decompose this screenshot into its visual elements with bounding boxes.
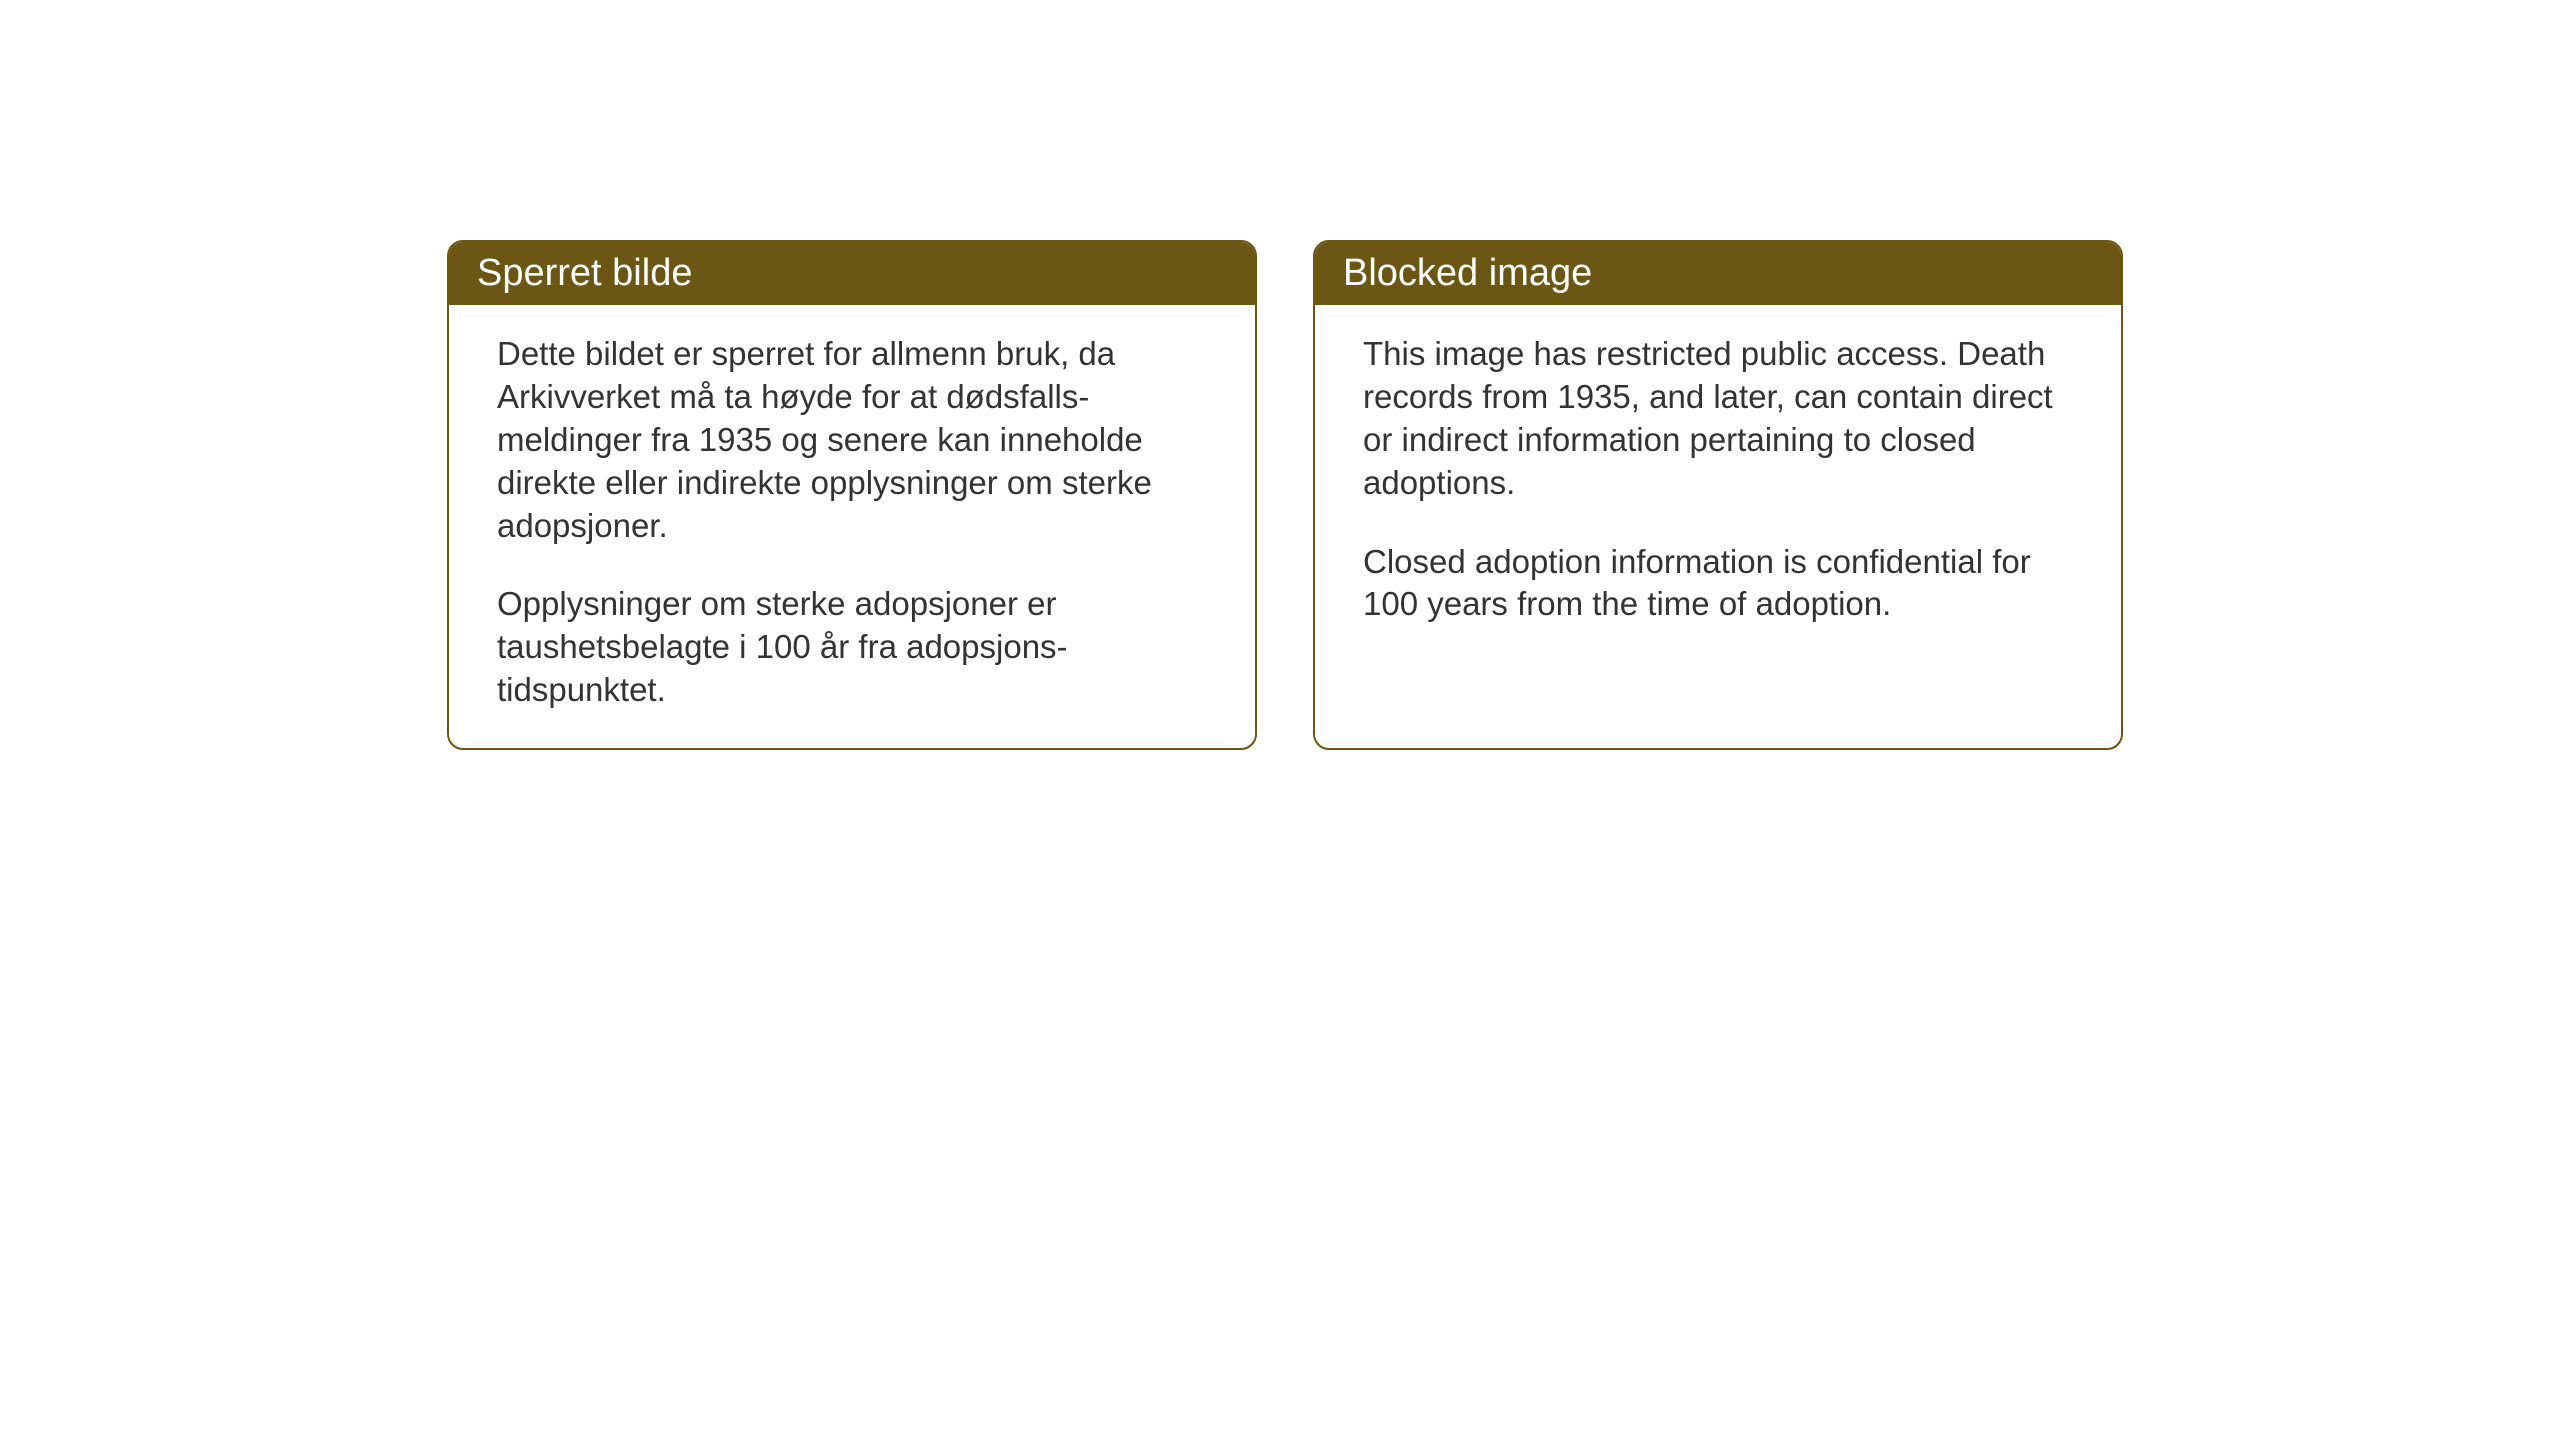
notice-card-english: Blocked image This image has restricted … (1313, 240, 2123, 750)
notice-header-norwegian: Sperret bilde (449, 242, 1255, 305)
notice-paragraph-1-norwegian: Dette bildet er sperret for allmenn bruk… (497, 333, 1207, 547)
notice-body-english: This image has restricted public access.… (1315, 305, 2121, 662)
notice-paragraph-2-norwegian: Opplysninger om sterke adopsjoner er tau… (497, 583, 1207, 712)
notice-card-norwegian: Sperret bilde Dette bildet er sperret fo… (447, 240, 1257, 750)
notice-paragraph-1-english: This image has restricted public access.… (1363, 333, 2073, 505)
notice-header-english: Blocked image (1315, 242, 2121, 305)
notice-paragraph-2-english: Closed adoption information is confident… (1363, 541, 2073, 627)
notice-container: Sperret bilde Dette bildet er sperret fo… (447, 240, 2123, 750)
notice-body-norwegian: Dette bildet er sperret for allmenn bruk… (449, 305, 1255, 748)
